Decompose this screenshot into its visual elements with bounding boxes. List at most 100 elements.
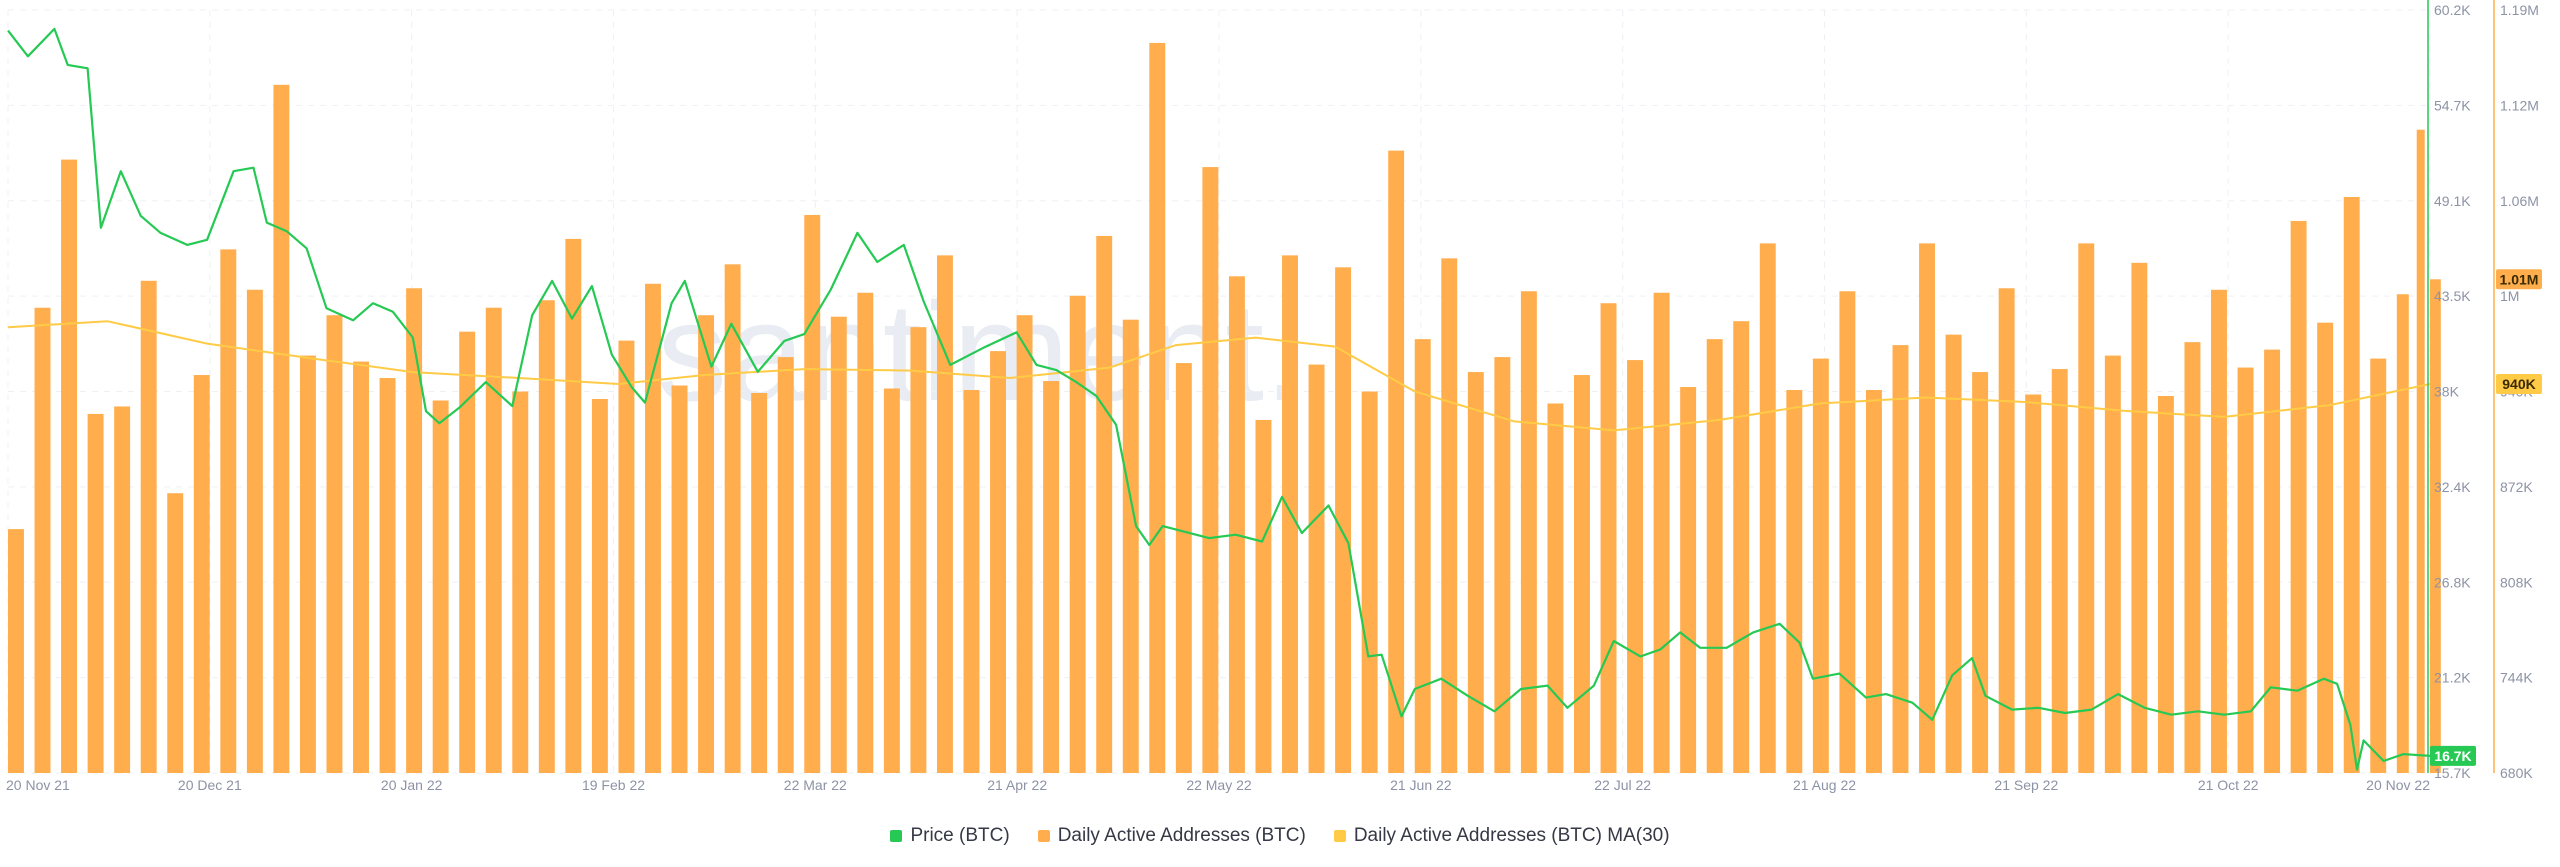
daa-bar <box>406 288 423 773</box>
daa-bar <box>1627 360 1644 773</box>
daa-bar <box>61 159 78 773</box>
addresses-tick-label: 1.12M <box>2500 97 2539 113</box>
daa-bar <box>220 249 237 773</box>
x-tick-label: 21 Aug 22 <box>1793 777 1856 793</box>
addresses-tick-label: 744K <box>2500 670 2533 686</box>
daa-bar <box>512 391 529 773</box>
daa-bar <box>2051 369 2068 773</box>
daa-bar <box>1919 243 1935 773</box>
daa-bar <box>1016 315 1033 773</box>
daa-bar <box>2211 289 2227 773</box>
daa-bar <box>2343 197 2360 773</box>
price-tick-label: 26.8K <box>2434 574 2471 590</box>
x-tick-label: 20 Nov 21 <box>6 777 70 793</box>
daa-bar <box>2237 367 2254 773</box>
price-line <box>7 27 2431 771</box>
daa-bar <box>1122 319 1139 773</box>
daa-bar <box>1945 334 1962 773</box>
x-tick-label: 20 Dec 21 <box>178 777 242 793</box>
daa-bar <box>990 351 1006 773</box>
daa-bar <box>1069 295 1086 773</box>
legend-item-daa[interactable]: Daily Active Addresses (BTC) <box>1037 825 1306 847</box>
x-tick-label: 20 Nov 22 <box>2366 777 2430 793</box>
daa-bar <box>591 398 608 773</box>
daa-bar <box>2025 394 2042 773</box>
addresses-tick-label: 808K <box>2500 574 2533 590</box>
daa-bar <box>8 529 24 773</box>
daa-bar <box>698 315 715 773</box>
daa-bar <box>2184 342 2201 773</box>
daa-bar <box>1414 339 1431 773</box>
daa-bar <box>34 307 51 773</box>
daa-bar <box>1733 321 1750 773</box>
legend-label-daa-ma: Daily Active Addresses (BTC) MA(30) <box>1353 825 1670 846</box>
daa-bar <box>1972 372 1989 773</box>
daa-bar <box>2078 243 2095 773</box>
price-tick-label: 15.7K <box>2434 765 2471 781</box>
daa-bar <box>432 400 449 773</box>
daa-bar <box>777 357 794 773</box>
x-tick-label: 21 Jun 22 <box>1390 777 1452 793</box>
daa-bar <box>1043 381 1060 773</box>
daa-bar <box>1175 363 1192 773</box>
daa-bar <box>1653 292 1670 773</box>
x-tick-label: 20 Jan 22 <box>381 777 443 793</box>
daa-bar <box>1998 288 2015 773</box>
legend-item-daa-ma[interactable]: Daily Active Addresses (BTC) MA(30) <box>1333 825 1670 847</box>
daa-bar <box>645 283 661 773</box>
daa-bar <box>1600 303 1617 773</box>
price-current-badge-text: 16.7K <box>2434 748 2471 764</box>
daa-bar <box>936 255 953 773</box>
x-tick-label: 22 Mar 22 <box>784 777 847 793</box>
daa-bar <box>459 331 476 773</box>
daa-bar <box>299 355 316 773</box>
daa-bar <box>1574 375 1590 773</box>
daa-bar <box>2317 322 2334 773</box>
daa-current-badge-bg <box>2496 269 2542 290</box>
legend-swatch-daa-ma <box>1333 830 1346 842</box>
legend-item-price[interactable]: Price (BTC) <box>890 825 1010 847</box>
daa-bar <box>1520 291 1537 773</box>
daa-bar <box>1680 387 1697 773</box>
daa-bar <box>2131 262 2148 773</box>
daa-bar <box>1282 255 1298 773</box>
legend: Price (BTC) Daily Active Addresses (BTC)… <box>0 822 2560 850</box>
daa-bar <box>724 264 741 773</box>
daa-ma-line <box>7 320 2431 432</box>
addresses-tick-label: 1.19M <box>2500 2 2539 18</box>
daa-bar <box>2416 129 2425 773</box>
daa-ma-current-badge-text: 940K <box>2502 376 2535 392</box>
price-tick-label: 43.5K <box>2434 288 2471 304</box>
daa-bar <box>671 385 688 773</box>
daa-bar <box>963 390 980 773</box>
addresses-tick-label: 1M <box>2500 288 2519 304</box>
x-tick-label: 19 Feb 22 <box>582 777 645 793</box>
daa-bar <box>1547 403 1564 773</box>
price-current-badge-bg <box>2430 745 2476 766</box>
daa-bar <box>114 406 131 773</box>
daa-bar <box>1441 258 1458 774</box>
legend-swatch-price <box>890 830 903 842</box>
daa-bar <box>2157 395 2174 773</box>
daa-bar <box>1335 267 1352 773</box>
daa-bar <box>353 361 369 773</box>
x-tick-label: 21 Sep 22 <box>1994 777 2058 793</box>
daa-bar <box>1255 419 1272 773</box>
daa-bar <box>1865 390 1882 773</box>
price-tick-label: 32.4K <box>2434 479 2471 495</box>
price-tick-label: 21.2K <box>2434 670 2471 686</box>
daa-bar <box>2290 220 2307 774</box>
daa-bar <box>1892 345 1909 773</box>
daa-bar <box>804 214 821 773</box>
daa-bar <box>830 316 847 773</box>
addresses-tick-label: 1.06M <box>2500 193 2539 209</box>
daa-bar <box>1202 167 1219 773</box>
daa-bar <box>2264 349 2281 773</box>
daa-current-badge-text: 1.01M <box>2500 271 2539 287</box>
daa-bar <box>1149 42 1166 774</box>
daa-bar <box>883 388 900 773</box>
x-tick-label: 22 Jul 22 <box>1594 777 1651 793</box>
price-tick-label: 54.7K <box>2434 97 2471 113</box>
daa-bar <box>2370 358 2387 773</box>
daa-bar <box>2396 294 2409 773</box>
